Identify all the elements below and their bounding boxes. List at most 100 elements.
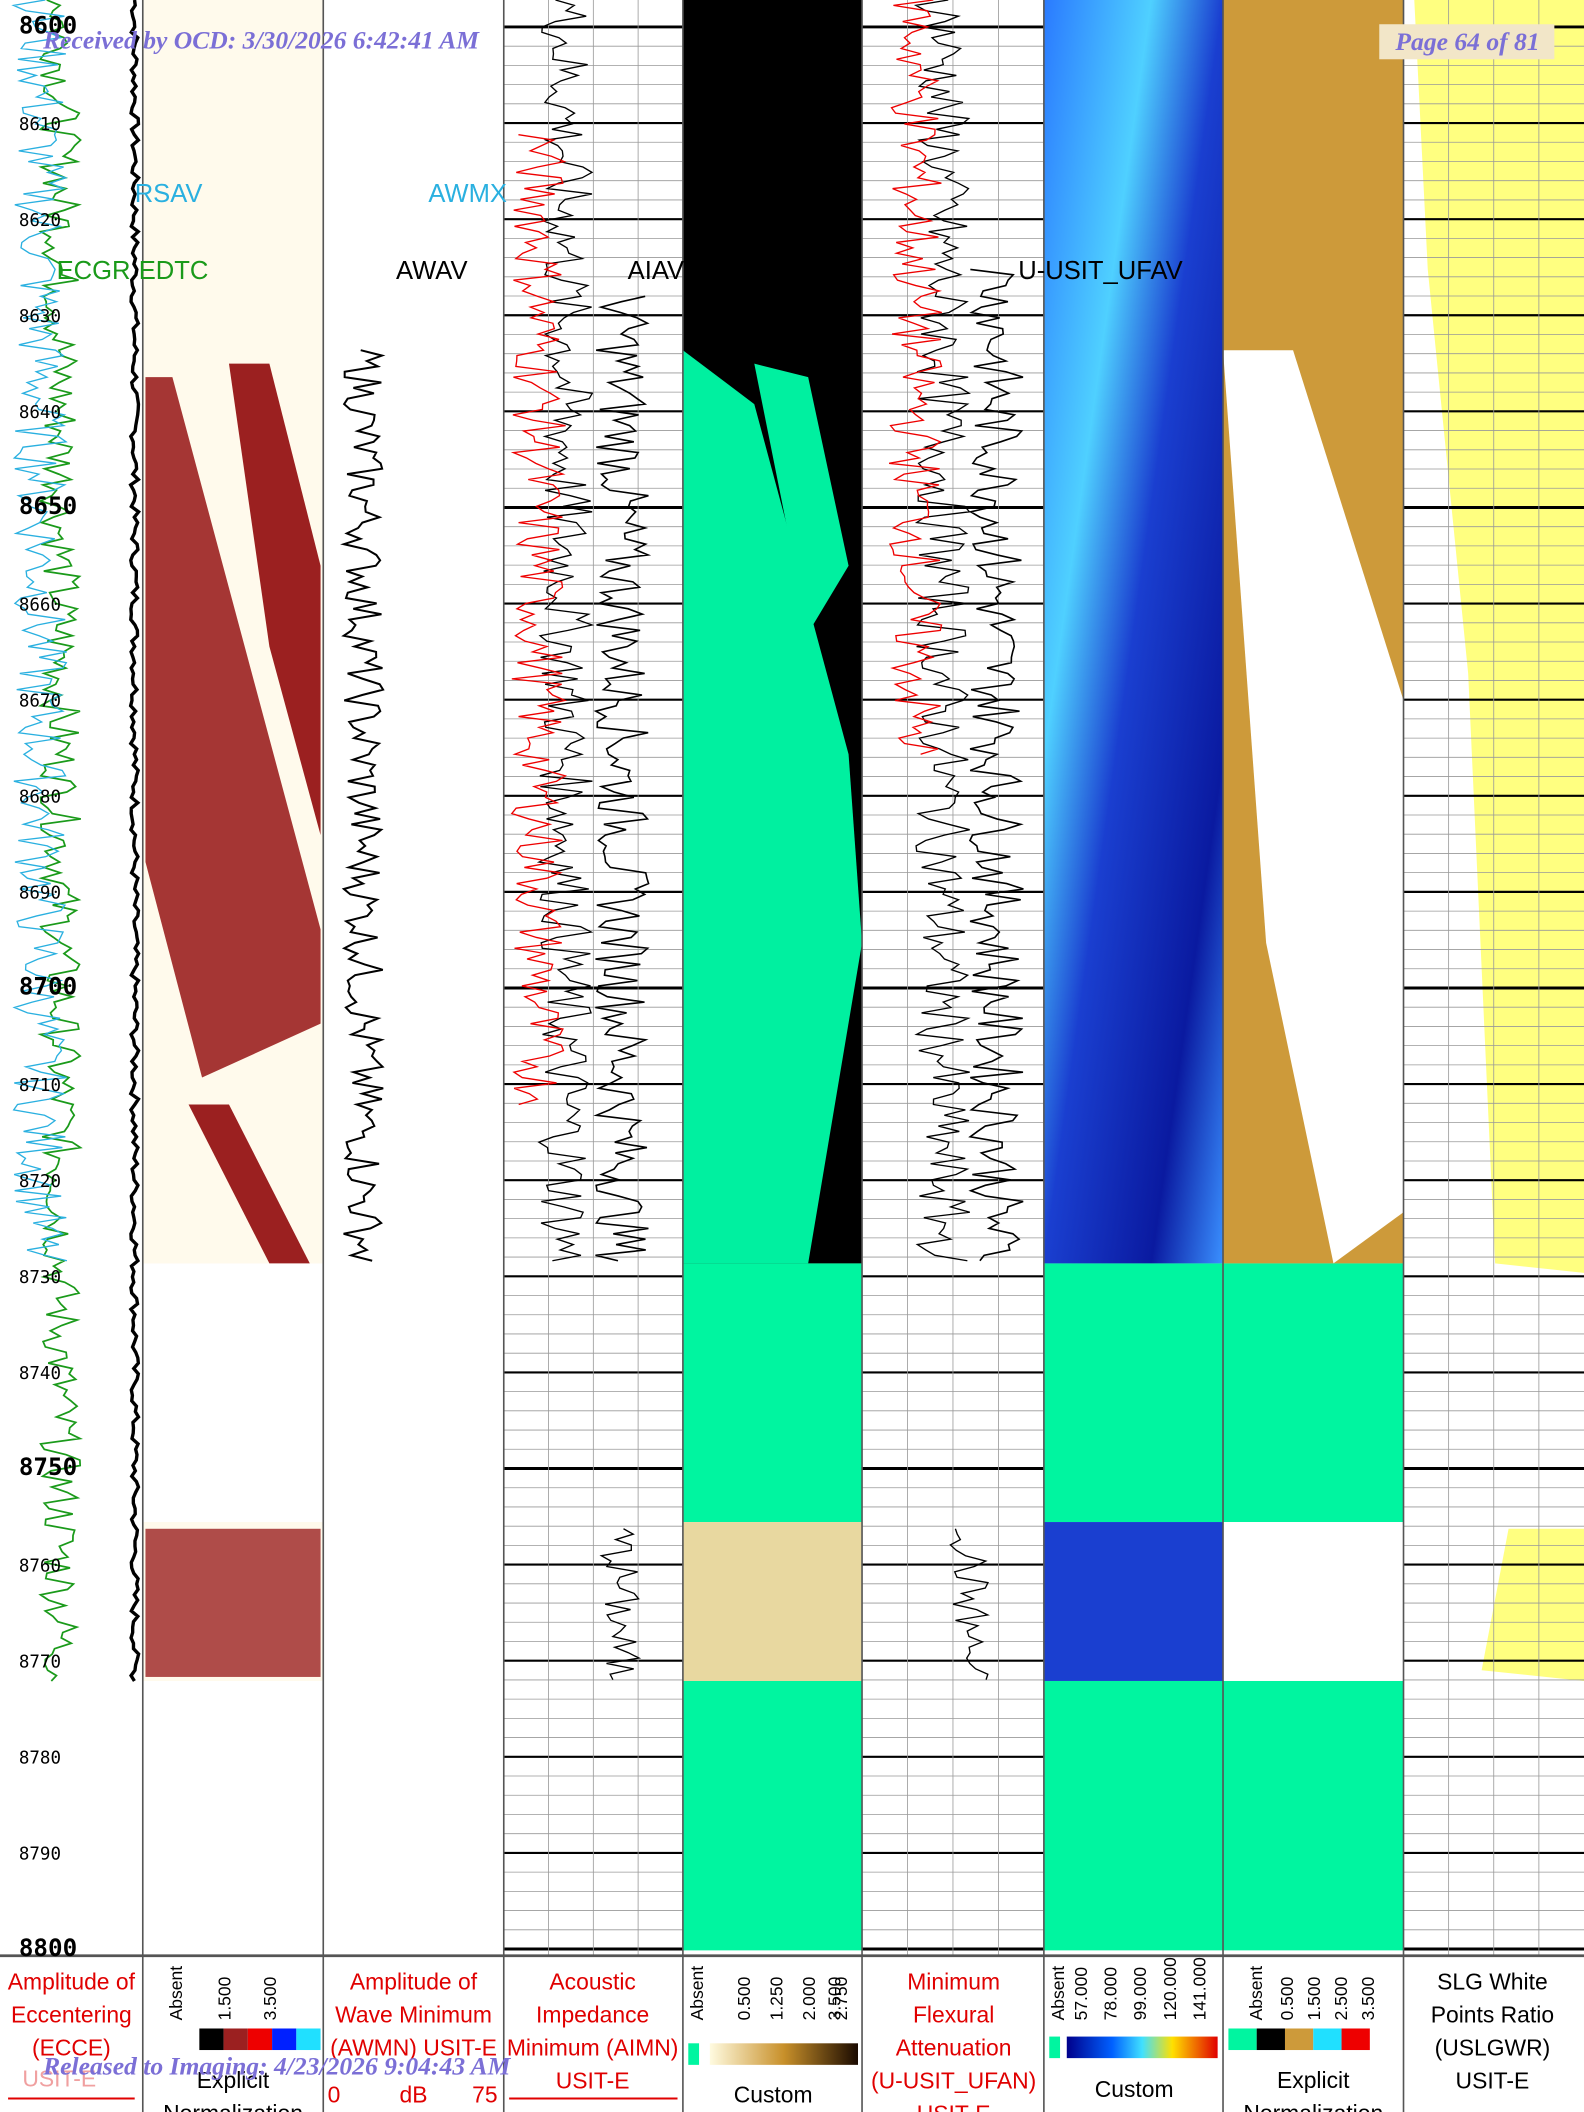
footer-title: Flexural	[913, 2001, 994, 2027]
aimn-absent	[682, 1680, 863, 1951]
legend-color	[296, 2028, 321, 2051]
legend-tick: 57.000	[1071, 1967, 1091, 2021]
scale-label: dB	[400, 2082, 428, 2108]
legend-color	[223, 2028, 248, 2051]
footer-title: Explicit	[1277, 2067, 1350, 2093]
depth-label: 8660	[19, 595, 61, 615]
scale-label: 75	[472, 2082, 497, 2108]
log-curve	[510, 134, 568, 1106]
footer-title: Normalization	[163, 2100, 303, 2112]
footer-title: Custom	[1095, 2076, 1174, 2102]
depth-label: 8650	[19, 491, 77, 520]
depth-label: 8600	[19, 11, 77, 40]
footer-title: Amplitude of	[350, 1968, 478, 1994]
footer-title: Acoustic	[549, 1968, 635, 1994]
ufan-absent	[1043, 1263, 1224, 1523]
legend-tick: 3.500	[1358, 1976, 1378, 2020]
legend-tick: 1.500	[1304, 1976, 1324, 2020]
stamp-released: Released to Imaging: 4/23/2026 9:04:43 A…	[42, 2051, 512, 2080]
footer-title: Impedance	[536, 2001, 649, 2027]
aimn-absent	[682, 1263, 863, 1523]
legend-tick: 120.000	[1160, 1957, 1180, 2021]
footer-title: Minimum (AIMN)	[507, 2034, 679, 2060]
legend-color	[1228, 2028, 1257, 2051]
stripe	[188, 1104, 310, 1264]
curve-label: EDTC	[139, 257, 209, 285]
log-curve	[968, 268, 1024, 1262]
footer-title: Attenuation	[896, 2034, 1012, 2060]
aimn-image	[682, 1522, 863, 1681]
legend-color	[688, 2043, 700, 2065]
depth-label: 8750	[19, 1452, 77, 1481]
footer-title: (AWMN) USIT-E	[330, 2034, 497, 2060]
stamp-box	[1379, 24, 1555, 60]
depth-label: 8670	[19, 691, 61, 711]
footer-title: (ECCE)	[32, 2034, 111, 2060]
scale-label: 0	[328, 2082, 341, 2108]
depth-label: 8690	[19, 884, 61, 904]
footer-title: Points Ratio	[1431, 2001, 1554, 2027]
log-curve	[340, 349, 386, 1262]
depth-label: 8720	[19, 1172, 61, 1192]
third-absent	[1223, 1263, 1404, 1523]
legend-color	[247, 2028, 273, 2051]
ufan-absent	[1043, 1680, 1224, 1951]
footer-title: Amplitude of	[8, 1968, 136, 1994]
footer-title: USIT-E	[917, 2100, 991, 2112]
legend-tick: 2.750	[831, 1976, 851, 2020]
legend-color	[1049, 2036, 1061, 2059]
log-curve	[913, 0, 972, 1262]
depth-label: 8620	[19, 211, 61, 231]
uslgwr-fill	[1481, 1528, 1584, 1681]
footer-title: Eccentering	[11, 2001, 132, 2027]
footer-title: (U-USIT_UFAN)	[871, 2067, 1036, 2093]
depth-label: 8770	[19, 1652, 61, 1672]
legend-tick: 3.500	[260, 1976, 280, 2020]
ufan-image	[1043, 1522, 1224, 1681]
curve-label: ECGR	[57, 257, 131, 285]
legend-tick: 0.500	[734, 1976, 754, 2020]
third-band	[1223, 350, 1404, 1264]
depth-label: 8640	[19, 403, 61, 423]
stripe	[145, 377, 321, 1078]
uslgwr-fill	[1414, 0, 1584, 1273]
footer-title: USIT-E	[1456, 2067, 1530, 2093]
depth-label: 8680	[19, 788, 61, 808]
footer-title: Wave Minimum	[335, 2001, 492, 2027]
aimn-band	[682, 350, 863, 1264]
legend-tick: 141.000	[1190, 1957, 1210, 2021]
curve-label: U-USIT_UFAV	[1018, 257, 1182, 285]
curve-label: AIAV	[628, 257, 684, 285]
stamp-page: Page 64 of 81	[1394, 27, 1539, 56]
depth-label: 8630	[19, 307, 61, 327]
curve-label: AWMX	[428, 180, 507, 208]
log-curve	[593, 295, 652, 1262]
legend-tick: 1.500	[214, 1976, 234, 2020]
footer-title: Minimum	[907, 1968, 1000, 1994]
footer-title: (USLGWR)	[1435, 2034, 1551, 2060]
stamp-received: Received by OCD: 3/30/2026 6:42:41 AM	[42, 25, 480, 54]
footer-title: Normalization	[1243, 2100, 1383, 2112]
footer-title: SLG White	[1437, 1968, 1548, 1994]
log-curve	[536, 0, 595, 1262]
legend-tick: 2.500	[1331, 1976, 1351, 2020]
curve-label: RSAV	[135, 180, 203, 208]
legend-color	[1256, 2028, 1285, 2051]
depth-label: 8610	[19, 115, 61, 135]
depth-label: 8780	[19, 1749, 61, 1769]
legend-tick: Absent	[1246, 1966, 1266, 2021]
third-image	[1223, 1522, 1404, 1681]
depth-label: 8760	[19, 1556, 61, 1576]
log-curve	[949, 1528, 990, 1680]
legend-tick: 78.000	[1101, 1967, 1121, 2021]
ufan-image	[1043, 0, 1224, 1264]
curve-label: AWAV	[396, 257, 468, 285]
ecce-image	[145, 1528, 321, 1677]
legend-gradient	[709, 2043, 858, 2065]
depth-label: 8730	[19, 1268, 61, 1288]
legend-tick: 0.500	[1277, 1976, 1297, 2020]
labels: 8600 8610 8620 8630 8640 8650 8660 8670 8680 8690…	[19, 11, 1555, 1962]
aimn-band	[754, 363, 849, 634]
